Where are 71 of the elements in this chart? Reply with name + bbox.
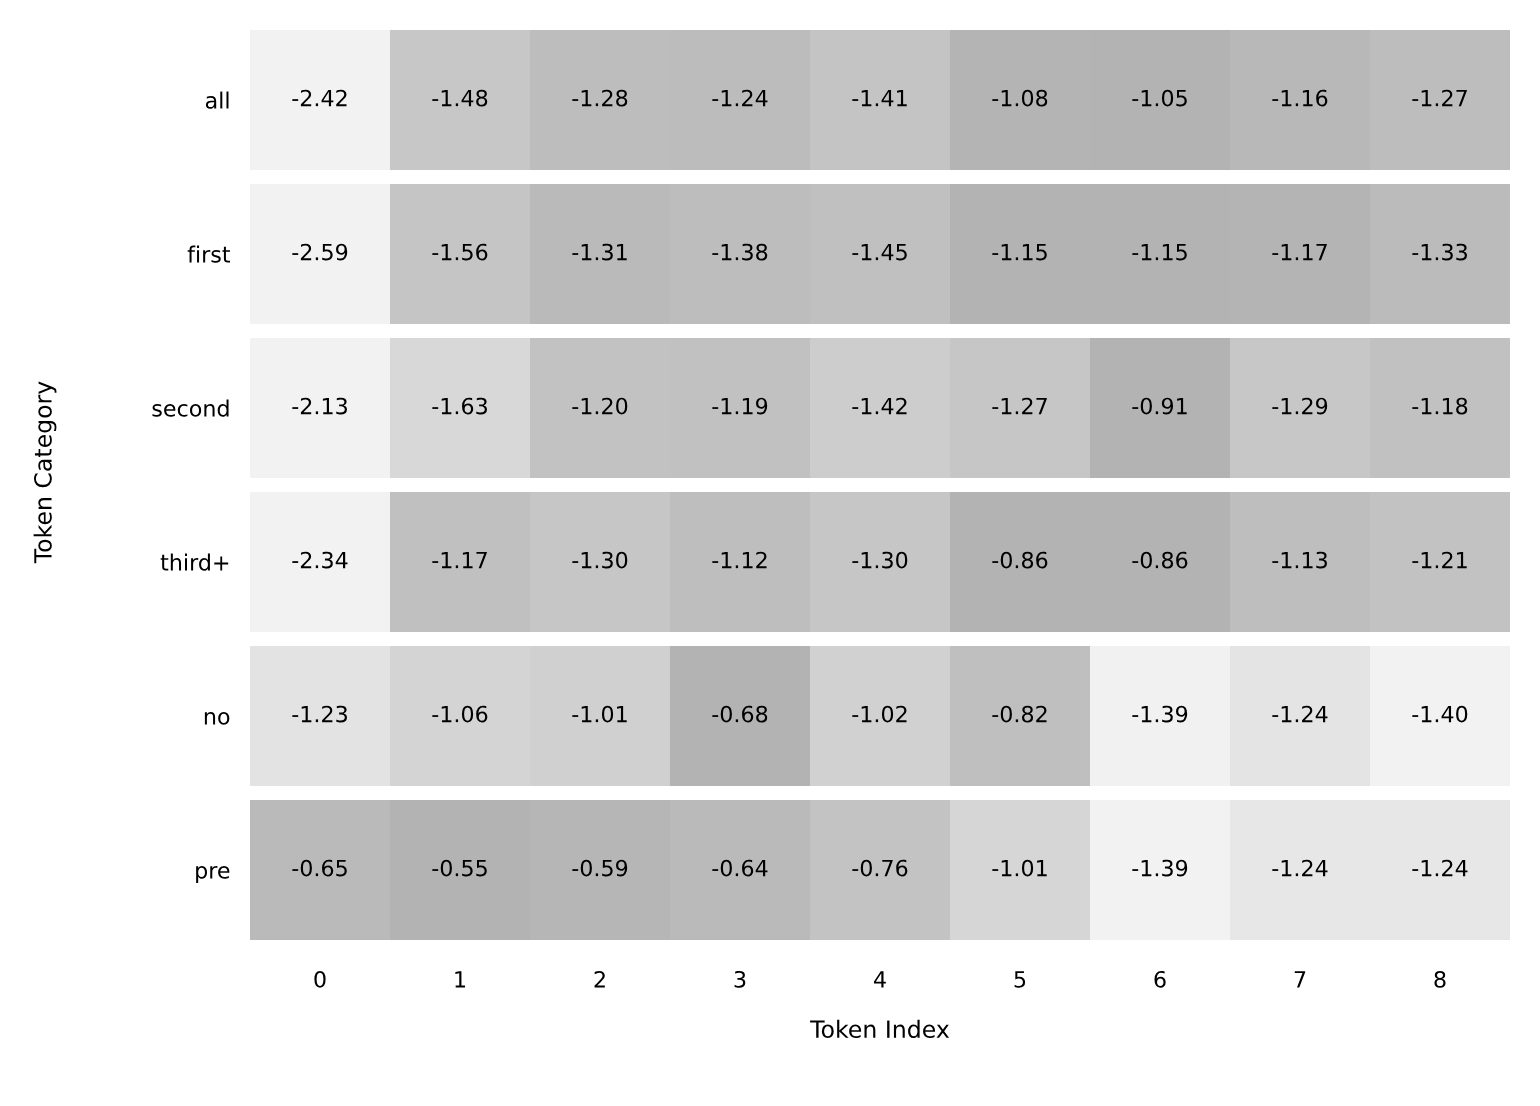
data-label: -1.28 bbox=[572, 89, 628, 107]
data-label: -1.27 bbox=[1412, 89, 1467, 107]
data-label: -1.45 bbox=[852, 243, 907, 261]
x-tick-label: 8 bbox=[1434, 970, 1446, 988]
data-label: -1.17 bbox=[1272, 243, 1327, 261]
data-label: -1.20 bbox=[572, 397, 628, 415]
data-label: -2.59 bbox=[292, 243, 348, 261]
data-label: -1.18 bbox=[1412, 397, 1468, 415]
data-label: -1.30 bbox=[852, 551, 908, 569]
data-label: -1.48 bbox=[432, 89, 488, 107]
data-label: -1.39 bbox=[1132, 859, 1188, 877]
y-tick-label: all bbox=[205, 91, 229, 109]
data-label: -1.31 bbox=[572, 243, 627, 261]
data-label: -1.23 bbox=[292, 705, 347, 723]
y-tick-label: third+ bbox=[160, 553, 229, 571]
data-label: -1.56 bbox=[432, 243, 488, 261]
data-label: -1.13 bbox=[1272, 551, 1327, 569]
data-label: -1.41 bbox=[852, 89, 907, 107]
y-axis-title: Token Category bbox=[33, 381, 57, 564]
data-label: -1.05 bbox=[1132, 89, 1187, 107]
data-label: -1.27 bbox=[992, 397, 1047, 415]
data-label: -1.63 bbox=[432, 397, 487, 415]
data-label: -2.42 bbox=[292, 89, 347, 107]
data-label: -1.24 bbox=[1272, 859, 1328, 877]
data-label: -0.59 bbox=[572, 859, 628, 877]
x-tick-label: 4 bbox=[874, 971, 886, 988]
data-label: -1.19 bbox=[712, 397, 768, 415]
x-tick-label: 0 bbox=[314, 970, 326, 988]
data-label: -1.30 bbox=[572, 551, 628, 569]
data-label: -1.17 bbox=[432, 551, 487, 569]
data-label: -1.29 bbox=[1272, 397, 1328, 415]
data-label: -1.21 bbox=[1412, 551, 1467, 569]
data-label: -1.15 bbox=[992, 243, 1047, 261]
data-label: -1.12 bbox=[712, 551, 767, 569]
data-label: -1.06 bbox=[432, 705, 488, 723]
data-label: -1.24 bbox=[712, 89, 768, 107]
data-label: -1.24 bbox=[1412, 859, 1468, 877]
data-label: -0.86 bbox=[1132, 551, 1188, 569]
x-axis-title: Token Index bbox=[810, 1019, 950, 1039]
data-label: -1.42 bbox=[852, 397, 907, 415]
x-tick-label: 2 bbox=[594, 970, 605, 988]
x-tick-label: 6 bbox=[1154, 970, 1166, 988]
data-label: -0.68 bbox=[712, 705, 768, 723]
data-label: -0.86 bbox=[992, 551, 1048, 569]
data-label: -0.64 bbox=[712, 859, 768, 877]
data-label: -1.02 bbox=[852, 705, 907, 723]
data-label: -1.01 bbox=[572, 705, 627, 723]
data-label: -1.38 bbox=[712, 243, 768, 261]
data-label: -1.15 bbox=[1132, 243, 1187, 261]
data-label: -0.65 bbox=[292, 859, 347, 877]
data-label: -1.40 bbox=[1412, 705, 1468, 723]
data-label: -1.16 bbox=[1272, 89, 1328, 107]
data-label: -0.82 bbox=[992, 705, 1047, 723]
data-label: -2.34 bbox=[292, 551, 348, 569]
data-label: -1.01 bbox=[992, 859, 1047, 877]
y-tick-label: second bbox=[152, 399, 229, 417]
data-label: -1.08 bbox=[992, 89, 1048, 107]
data-label: -0.55 bbox=[432, 859, 487, 877]
data-label: -2.13 bbox=[292, 397, 347, 415]
data-label: -0.91 bbox=[1132, 397, 1187, 415]
x-tick-label: 5 bbox=[1014, 971, 1026, 988]
data-label: -0.76 bbox=[852, 859, 908, 877]
x-tick-label: 7 bbox=[1294, 971, 1306, 988]
y-tick-label: first bbox=[187, 245, 231, 263]
x-tick-label: 3 bbox=[734, 970, 746, 988]
data-label: -1.33 bbox=[1412, 243, 1467, 261]
data-label: -1.24 bbox=[1272, 705, 1328, 723]
y-tick-label: pre bbox=[196, 866, 230, 884]
data-label: -1.39 bbox=[1132, 705, 1188, 723]
x-tick-label: 1 bbox=[455, 971, 466, 988]
y-tick-label: no bbox=[204, 712, 230, 725]
